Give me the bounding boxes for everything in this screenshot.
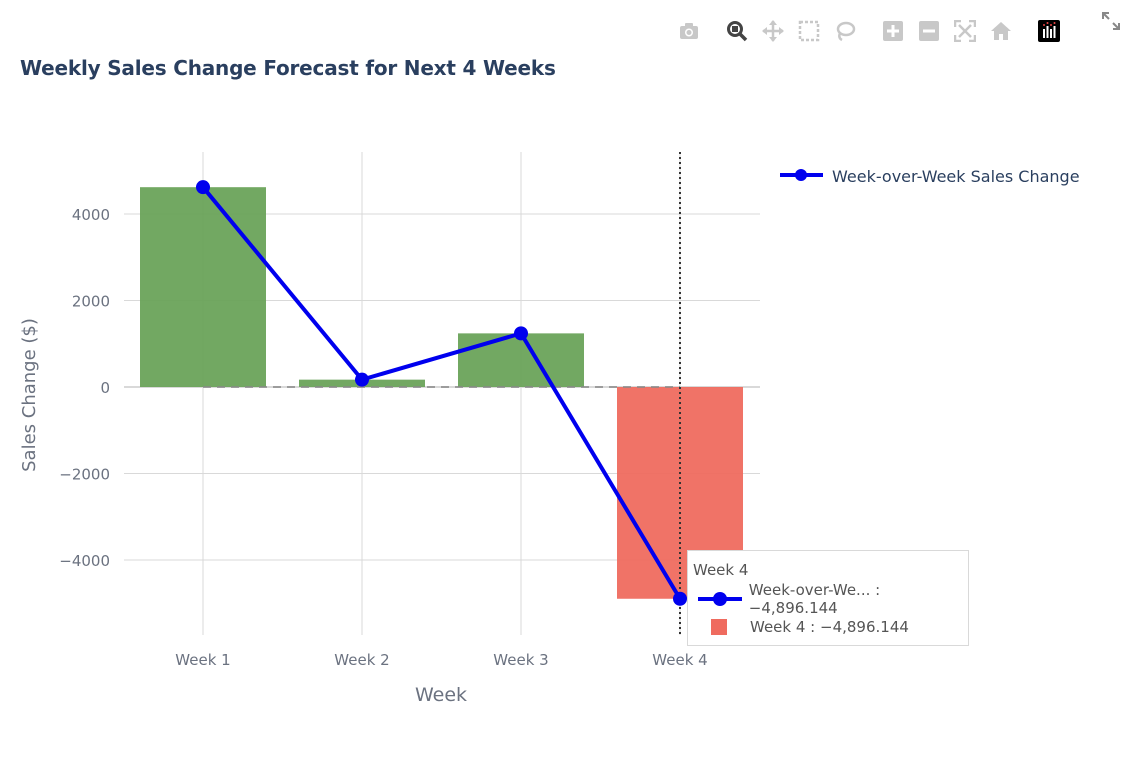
legend-marker-swatch: [795, 169, 807, 181]
autoscale-icon[interactable]: [952, 18, 978, 44]
bar-3: [458, 333, 584, 387]
hover-bar-label: Week 4 : −4,896.144: [750, 618, 909, 636]
series-point-2: [355, 372, 369, 387]
x-tick-label: Week 1: [175, 651, 230, 669]
series-point-1: [196, 180, 210, 195]
y-tick-label: −4000: [59, 552, 110, 570]
x-axis-ticks: Week 1 Week 2 Week 3 Week 4: [175, 651, 707, 669]
x-tick-label: Week 2: [334, 651, 389, 669]
hover-tooltip: Week 4 Week-over-We... : −4,896.144 Week…: [687, 550, 969, 646]
y-axis-label: Sales Change ($): [19, 318, 40, 472]
fullscreen-icon[interactable]: [1098, 8, 1124, 34]
y-tick-label: 2000: [72, 293, 110, 311]
lasso-icon[interactable]: [832, 18, 858, 44]
y-tick-label: −2000: [59, 466, 110, 484]
y-axis-ticks: 4000 2000 0 −2000 −4000: [59, 206, 110, 570]
hover-row-bar: Week 4 : −4,896.144: [698, 616, 909, 638]
chart-title: Weekly Sales Change Forecast for Next 4 …: [20, 56, 556, 80]
series-point-3: [514, 326, 528, 341]
hover-line-swatch: [698, 592, 742, 606]
x-axis-label: Week: [415, 684, 467, 706]
zoom-out-icon[interactable]: [916, 18, 942, 44]
legend[interactable]: Week-over-Week Sales Change: [780, 167, 1080, 186]
camera-icon[interactable]: [676, 18, 702, 44]
hover-title: Week 4: [693, 561, 749, 579]
zoom-icon[interactable]: [724, 18, 750, 44]
hover-bar-swatch: [711, 619, 727, 635]
legend-item-label: Week-over-Week Sales Change: [832, 167, 1080, 186]
bar-1: [140, 187, 266, 387]
plotly-logo-icon[interactable]: [1036, 18, 1062, 44]
reset-axes-icon[interactable]: [988, 18, 1014, 44]
x-tick-label: Week 3: [493, 651, 548, 669]
hover-row-line: Week-over-We... : −4,896.144: [698, 581, 968, 617]
zoom-in-icon[interactable]: [880, 18, 906, 44]
box-select-icon[interactable]: [796, 18, 822, 44]
series-point-4: [673, 591, 687, 606]
hover-line-label: Week-over-We... : −4,896.144: [748, 581, 881, 617]
x-tick-label: Week 4: [652, 651, 707, 669]
pan-icon[interactable]: [760, 18, 786, 44]
y-tick-label: 4000: [72, 206, 110, 224]
bars: [140, 187, 743, 599]
modebar: [676, 12, 1126, 48]
line-series: [196, 180, 687, 606]
series-line: [201, 185, 682, 600]
y-tick-label: 0: [100, 379, 110, 397]
